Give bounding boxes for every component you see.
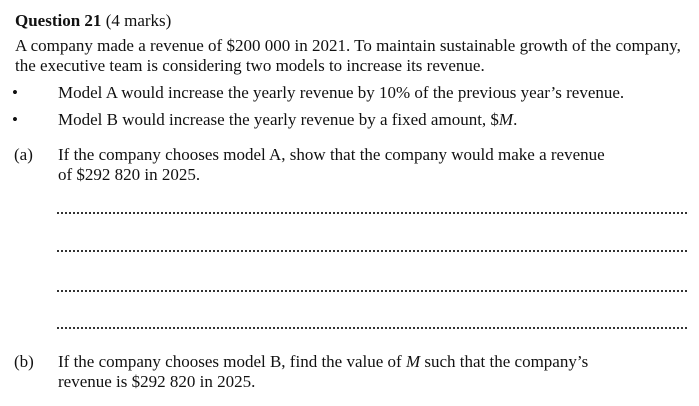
question-title: Question 21	[15, 11, 102, 30]
part-b-text: If the company chooses model B, find the…	[58, 352, 658, 392]
part-b-line-1: If the company chooses model B, find the…	[58, 352, 589, 371]
bullet-icon: •	[12, 110, 18, 129]
question-heading: Question 21 (4 marks)	[15, 11, 171, 31]
part-b-label: (b)	[14, 352, 34, 371]
part-a-label: (a)	[14, 145, 33, 164]
bullet-text-model-b: Model B would increase the yearly revenu…	[58, 110, 518, 129]
intro-line-1: A company made a revenue of $200 000 in …	[15, 36, 681, 55]
answer-line-4[interactable]	[57, 327, 687, 329]
question-marks: (4 marks)	[105, 11, 172, 30]
part-a-line-2: of $292 820 in 2025.	[58, 165, 201, 184]
intro-line-2: the executive team is considering two mo…	[15, 56, 485, 75]
bullet-text-model-a: Model A would increase the yearly revenu…	[58, 83, 625, 102]
part-a-line-1: If the company chooses model A, show tha…	[58, 145, 605, 164]
question-intro: A company made a revenue of $200 000 in …	[15, 36, 695, 76]
part-a-text: If the company chooses model A, show tha…	[58, 145, 658, 185]
bullet-icon: •	[12, 83, 18, 102]
answer-line-1[interactable]	[57, 212, 687, 214]
part-b-line-2: revenue is $292 820 in 2025.	[58, 372, 256, 391]
answer-line-3[interactable]	[57, 290, 687, 292]
answer-line-2[interactable]	[57, 250, 687, 252]
